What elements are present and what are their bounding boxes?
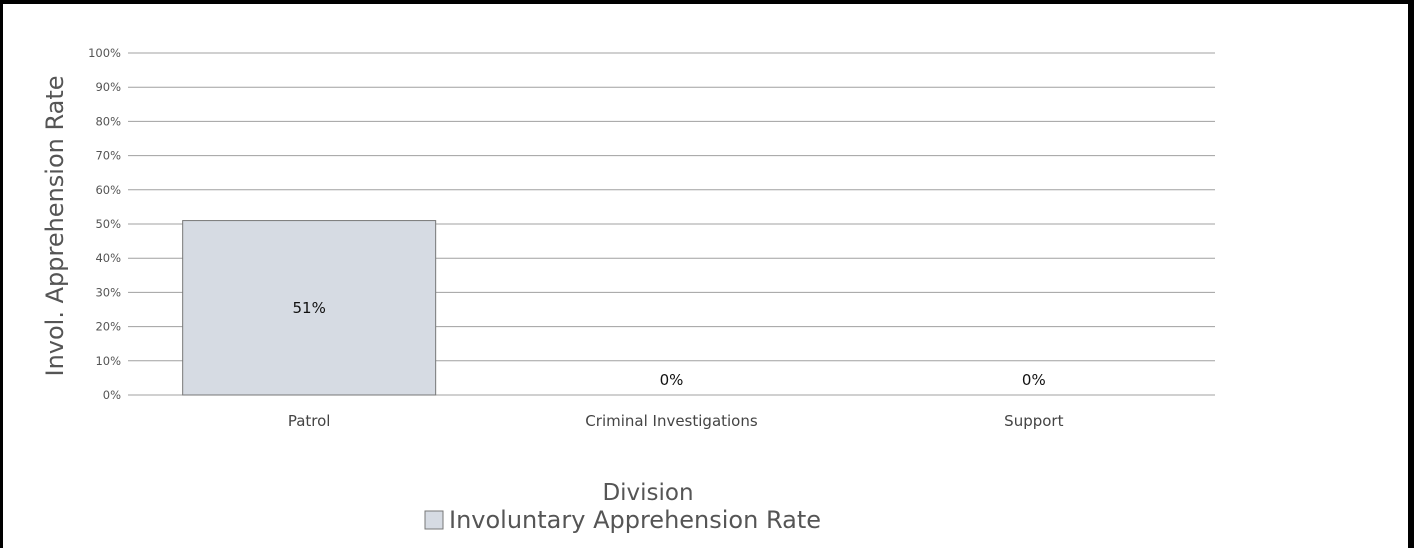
y-tick-label: 70% — [95, 149, 121, 163]
y-tick-label: 60% — [95, 183, 121, 197]
bars — [182, 220, 437, 396]
data-labels: 51% 0% 0% — [292, 299, 1045, 389]
y-axis-title: Invol. Apprehension Rate — [41, 75, 69, 376]
y-tick-label: 30% — [95, 285, 121, 299]
x-category-label: Criminal Investigations — [585, 412, 758, 430]
y-tick-label: 80% — [95, 114, 121, 128]
chart-frame: 0% 10% 20% 30% 40% 50% 60% 70% 80% 90% 100% 51% 0% 0… — [3, 4, 1408, 548]
y-tick-label: 0% — [103, 388, 121, 402]
data-label: 0% — [1022, 371, 1046, 389]
y-tick-label: 100% — [88, 46, 121, 60]
data-label: 0% — [660, 371, 684, 389]
y-axis-ticks: 0% 10% 20% 30% 40% 50% 60% 70% 80% 90% 100% — [88, 46, 121, 402]
legend-label: Involuntary Apprehension Rate — [449, 506, 821, 534]
y-tick-label: 40% — [95, 251, 121, 265]
bar-chart: 0%10%20%30%40%50%60%70%80%90%100% 51%0% 0… — [41, 46, 1215, 534]
y-tick-label: 90% — [95, 80, 121, 94]
x-category-label: Patrol — [288, 412, 331, 430]
data-label: 51% — [292, 299, 325, 317]
legend: Involuntary Apprehension Rate — [424, 506, 821, 534]
x-axis-title: Division — [602, 480, 693, 506]
x-category-label: Support — [1004, 412, 1063, 430]
legend-swatch — [424, 510, 444, 530]
bar — [182, 220, 437, 396]
y-tick-label: 20% — [95, 320, 121, 334]
y-tick-label: 50% — [95, 217, 121, 231]
y-tick-label: 10% — [95, 354, 121, 368]
x-axis-categories: Patrol Criminal Investigations Support — [288, 412, 1064, 430]
